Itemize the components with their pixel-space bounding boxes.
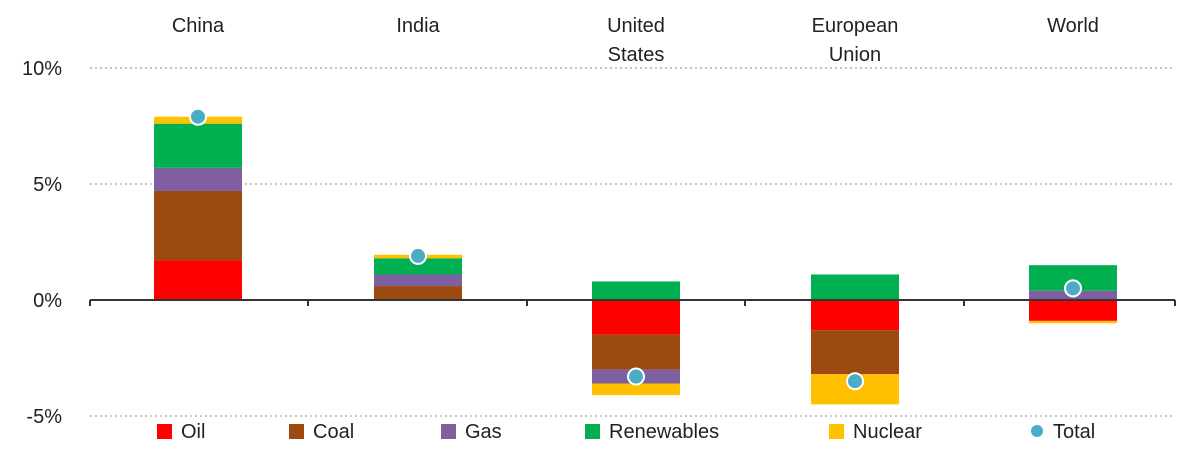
bar-segment-renewables bbox=[811, 274, 899, 300]
legend-label: Coal bbox=[313, 421, 354, 443]
legend-label: Gas bbox=[465, 421, 502, 443]
legend-swatch-gas bbox=[441, 424, 456, 439]
x-axis bbox=[89, 299, 1176, 306]
category-label: China bbox=[172, 15, 225, 37]
bar-segment-renewables bbox=[374, 258, 462, 275]
gridlines bbox=[90, 67, 1175, 417]
category-label: States bbox=[608, 44, 665, 66]
bar-segment-renewables bbox=[154, 123, 242, 168]
total-marker bbox=[189, 107, 207, 126]
total-marker bbox=[627, 367, 645, 386]
bar-segment-gas bbox=[154, 167, 242, 191]
total-marker bbox=[846, 372, 864, 391]
category-label: India bbox=[396, 15, 440, 37]
legend-swatch-renewables bbox=[585, 424, 600, 439]
bar-segment-coal bbox=[374, 286, 462, 300]
legend-swatch-nuclear bbox=[829, 424, 844, 439]
bars bbox=[154, 116, 1117, 405]
legend-label: Total bbox=[1053, 421, 1095, 443]
y-axis-tick-labels: 10% 5% 0% -5% bbox=[22, 58, 62, 428]
legend-swatch-oil bbox=[157, 424, 172, 439]
legend-label: Oil bbox=[181, 421, 205, 443]
category-label: United bbox=[607, 15, 665, 37]
bar-segment-oil bbox=[154, 260, 242, 300]
bar-segment-coal bbox=[811, 330, 899, 375]
legend: Oil Coal Gas Renewables Nuclear Total bbox=[157, 421, 1095, 443]
category-label: World bbox=[1047, 15, 1099, 37]
total-markers bbox=[189, 107, 1082, 391]
bar-segment-coal bbox=[592, 334, 680, 370]
bar-segment-oil bbox=[1029, 300, 1117, 321]
bar-segment-coal bbox=[154, 190, 242, 261]
category-label: European bbox=[812, 15, 899, 37]
y-tick-label: -5% bbox=[26, 406, 62, 428]
total-marker bbox=[409, 246, 427, 265]
bar-segment-renewables bbox=[592, 281, 680, 300]
category-label: Union bbox=[829, 44, 881, 66]
legend-swatch-coal bbox=[289, 424, 304, 439]
legend-label: Renewables bbox=[609, 421, 719, 443]
category-labels: China India United States European Union World bbox=[172, 15, 1099, 66]
y-tick-label: 0% bbox=[33, 290, 62, 312]
legend-swatch-total bbox=[1031, 425, 1043, 437]
bar-segment-gas bbox=[374, 274, 462, 287]
bar-segment-nuclear bbox=[1029, 320, 1117, 324]
bar-segment-nuclear bbox=[592, 383, 680, 396]
total-marker bbox=[1064, 279, 1082, 298]
bar-segment-oil bbox=[811, 300, 899, 331]
y-tick-label: 5% bbox=[33, 174, 62, 196]
bar-segment-oil bbox=[592, 300, 680, 335]
y-tick-label: 10% bbox=[22, 58, 62, 80]
legend-label: Nuclear bbox=[853, 421, 922, 443]
